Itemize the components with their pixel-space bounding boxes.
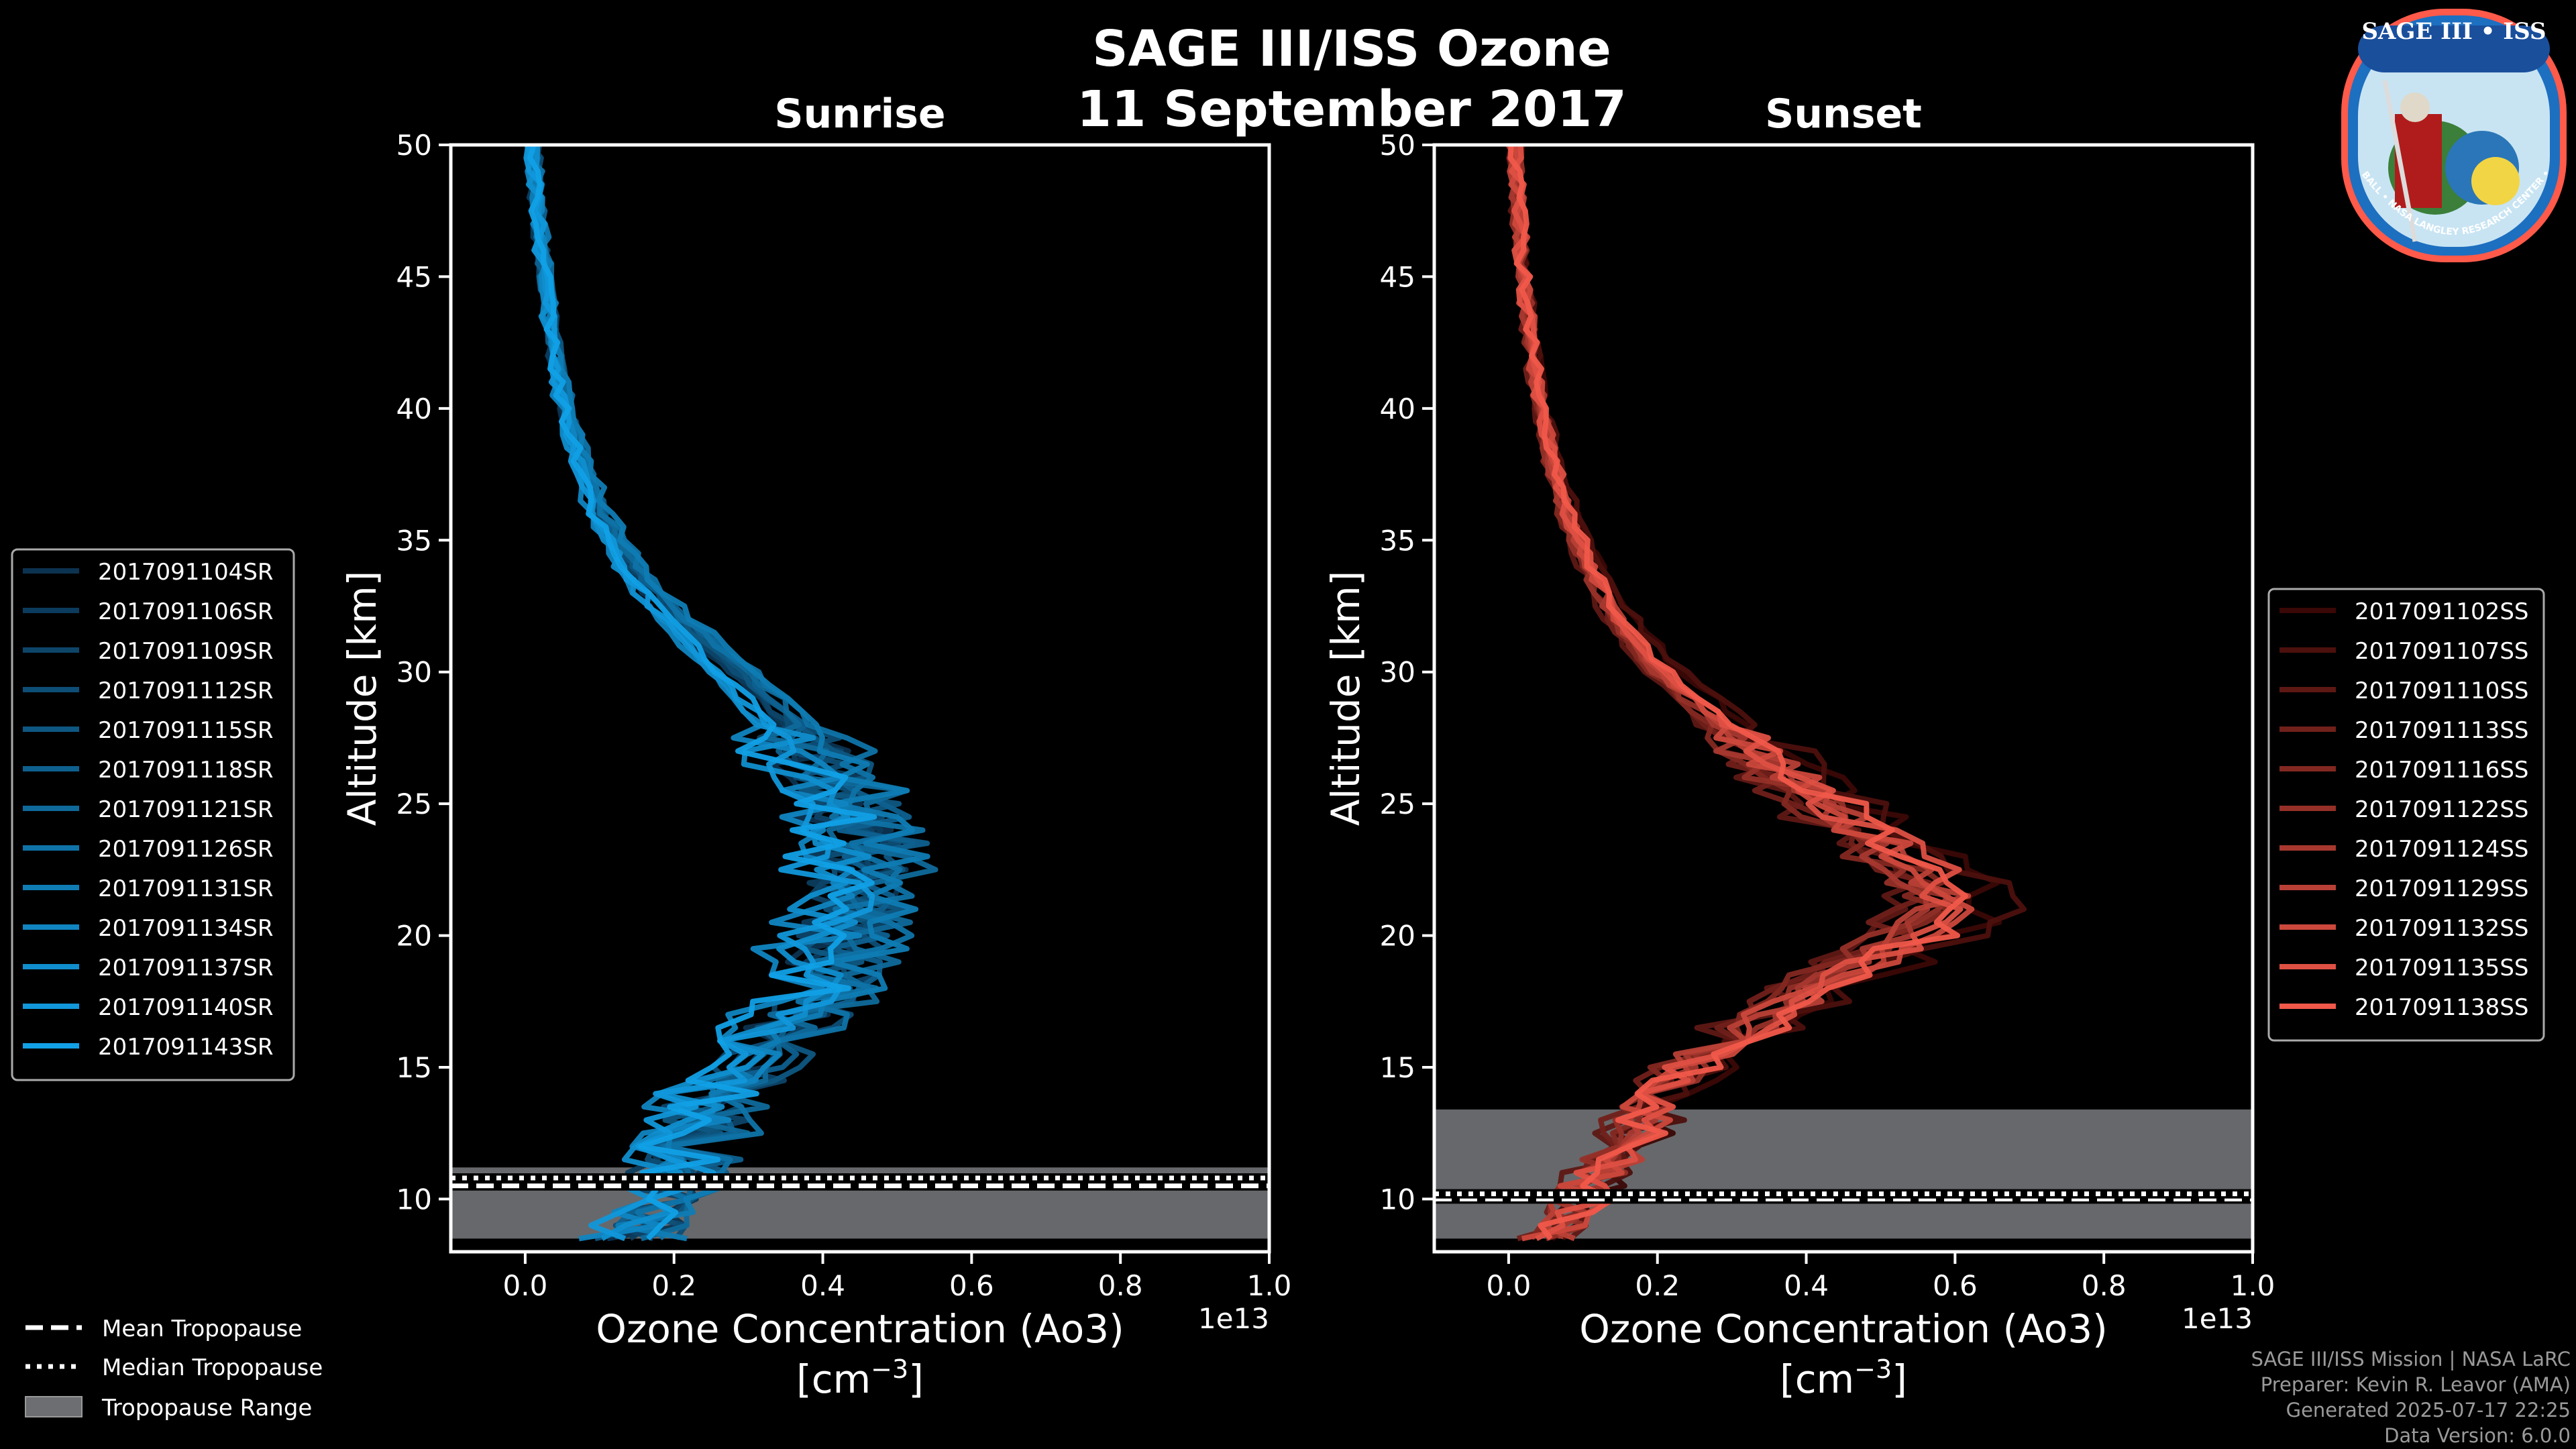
sunrise-panel: Sunrise 0.0 0.2 0.4 0.6 0.8 1.0 10 15 20 25 30 35 40… <box>339 91 1291 1402</box>
sunset-xtick-label: 0.2 <box>1635 1269 1680 1302</box>
sunset-profile-2017091132SS <box>1508 144 1975 1242</box>
sunset-title: Sunset <box>1765 91 1922 138</box>
sunset-legend-frame <box>2267 588 2545 1042</box>
sunset-offset-text: 1e13 <box>2182 1302 2253 1335</box>
sunset-legend-label: 2017091110SS <box>2355 678 2528 704</box>
mean-tropopause-label: Mean Tropopause <box>102 1316 302 1342</box>
sunrise-legend-label: 2017091104SR <box>98 559 274 586</box>
sunrise-title: Sunrise <box>774 91 945 138</box>
sunset-legend-label: 2017091102SS <box>2355 598 2528 625</box>
sunset-profile-2017091102SS <box>1509 144 2002 1241</box>
sunrise-ytick-label: 20 <box>396 920 432 953</box>
sunrise-xtick-label: 0.4 <box>800 1269 845 1302</box>
sunset-profile-2017091129SS <box>1507 144 1972 1242</box>
figure-title-line2: 11 September 2017 <box>1077 80 1626 138</box>
sunrise-legend-label: 2017091140SR <box>98 994 274 1021</box>
sunrise-ytick-label: 40 <box>396 392 432 425</box>
sunset-legend: 2017091102SS 2017091107SS 2017091110SS 2017… <box>2267 588 2545 1042</box>
sunset-xtick-label: 0.4 <box>1784 1269 1829 1302</box>
sunrise-legend-label: 2017091143SR <box>98 1034 274 1061</box>
sunset-profile-2017091107SS <box>1509 144 2027 1241</box>
sunrise-ytick-label: 10 <box>396 1183 432 1216</box>
sunrise-xlabel: Ozone Concentration (Ao3) <box>596 1306 1124 1352</box>
sunset-xlabel-unit: [cm−3] <box>1780 1354 1907 1402</box>
sunset-legend-label: 2017091135SS <box>2355 955 2528 981</box>
sunrise-legend-frame <box>11 548 295 1081</box>
sunset-legend-label: 2017091113SS <box>2355 717 2528 744</box>
sunset-xtick-label: 0.6 <box>1933 1269 1978 1302</box>
sunset-axes-frame <box>1432 143 2255 1254</box>
sunset-ytick-label: 20 <box>1380 920 1415 953</box>
credits: SAGE III/ISS Mission | NASA LaRC Prepare… <box>2251 1348 2571 1447</box>
sunrise-xtick-label: 0.6 <box>949 1269 994 1302</box>
sunset-panel: Sunset 0.0 0.2 0.4 0.6 0.8 1.0 10 15 20 25 30 35 40 4… <box>1323 91 2275 1402</box>
credit-data-version: Data Version: 6.0.0 <box>2384 1424 2571 1447</box>
logo-title: SAGE III • ISS <box>2361 18 2546 45</box>
sunset-ylabel: Altitude [km] <box>1323 571 1368 826</box>
sunrise-xlabel-unit: [cm−3] <box>796 1354 924 1402</box>
sunrise-legend: 2017091104SR 2017091106SR 2017091109SR 2017… <box>11 548 295 1081</box>
sunrise-legend-label: 2017091112SR <box>98 678 274 704</box>
sunset-ytick-label: 30 <box>1380 656 1415 689</box>
credit-preparer: Preparer: Kevin R. Leavor (AMA) <box>2261 1373 2571 1396</box>
sunrise-xtick-label: 1.0 <box>1247 1269 1292 1302</box>
median-tropopause-label: Median Tropopause <box>102 1354 323 1381</box>
sunset-legend-label: 2017091132SS <box>2355 915 2528 942</box>
sunrise-ytick-label: 30 <box>396 656 432 689</box>
credit-mission: SAGE III/ISS Mission | NASA LaRC <box>2251 1348 2571 1371</box>
sunset-xtick-label: 1.0 <box>2231 1269 2275 1302</box>
sunset-xtick-label: 0.8 <box>2082 1269 2127 1302</box>
sunset-ytick-label: 45 <box>1380 260 1415 293</box>
sunset-profile-2017091138SS <box>1507 144 1968 1240</box>
tropopause-legend: Mean Tropopause Median Tropopause Tropop… <box>25 1316 323 1421</box>
sunrise-ytick-label: 15 <box>396 1051 432 1084</box>
sunrise-axes-frame <box>449 143 1271 1254</box>
sunrise-legend-label: 2017091131SR <box>98 875 274 902</box>
sunrise-ytick-label: 35 <box>396 524 432 557</box>
tropopause-range-label: Tropopause Range <box>101 1395 312 1421</box>
sunrise-legend-label: 2017091126SR <box>98 836 274 863</box>
sunset-ytick-label: 25 <box>1380 788 1415 820</box>
sunset-ytick-label: 40 <box>1380 392 1415 425</box>
sunrise-legend-label: 2017091134SR <box>98 915 274 942</box>
sunrise-xtick-label: 0.0 <box>503 1269 548 1302</box>
sunrise-legend-label: 2017091118SR <box>98 757 274 784</box>
sunset-xlabel: Ozone Concentration (Ao3) <box>1579 1306 2108 1352</box>
sunrise-offset-text: 1e13 <box>1198 1302 1269 1335</box>
sunrise-xtick-label: 0.8 <box>1098 1269 1143 1302</box>
tropopause-range-swatch <box>25 1396 83 1417</box>
sunset-profile-2017091135SS <box>1509 144 1964 1241</box>
sunset-legend-label: 2017091138SS <box>2355 994 2528 1021</box>
sunrise-ytick-label: 45 <box>396 260 432 293</box>
credit-generated: Generated 2025-07-17 22:25 <box>2286 1399 2571 1421</box>
sunrise-legend-label: 2017091137SR <box>98 955 274 981</box>
sunrise-ytick-label: 50 <box>396 129 432 162</box>
sunrise-profile-2017091143SR <box>527 144 877 1241</box>
sunrise-legend-label: 2017091115SR <box>98 717 274 744</box>
sunset-legend-label: 2017091116SS <box>2355 757 2528 784</box>
sunset-ytick-label: 15 <box>1380 1051 1415 1084</box>
sunset-ytick-label: 50 <box>1380 129 1415 162</box>
sunrise-ylabel: Altitude [km] <box>339 571 385 826</box>
sunset-xtick-label: 0.0 <box>1487 1269 1532 1302</box>
figure-title-line1: SAGE III/ISS Ozone <box>1092 20 1611 78</box>
sunrise-legend-label: 2017091121SR <box>98 796 274 823</box>
sunset-profile-2017091124SS <box>1507 143 1931 1240</box>
sunset-ytick-label: 35 <box>1380 524 1415 557</box>
sunrise-legend-label: 2017091109SR <box>98 638 274 665</box>
sunset-ytick-label: 10 <box>1380 1183 1415 1216</box>
sunrise-legend-label: 2017091106SR <box>98 598 274 625</box>
sunset-legend-label: 2017091122SS <box>2355 796 2528 823</box>
sunset-legend-label: 2017091107SS <box>2355 638 2528 665</box>
sunrise-ytick-label: 25 <box>396 788 432 820</box>
sunset-legend-label: 2017091129SS <box>2355 875 2528 902</box>
sunset-legend-label: 2017091124SS <box>2355 836 2528 863</box>
sunrise-profile-2017091140SR <box>523 144 875 1242</box>
sunrise-xtick-label: 0.2 <box>651 1269 696 1302</box>
